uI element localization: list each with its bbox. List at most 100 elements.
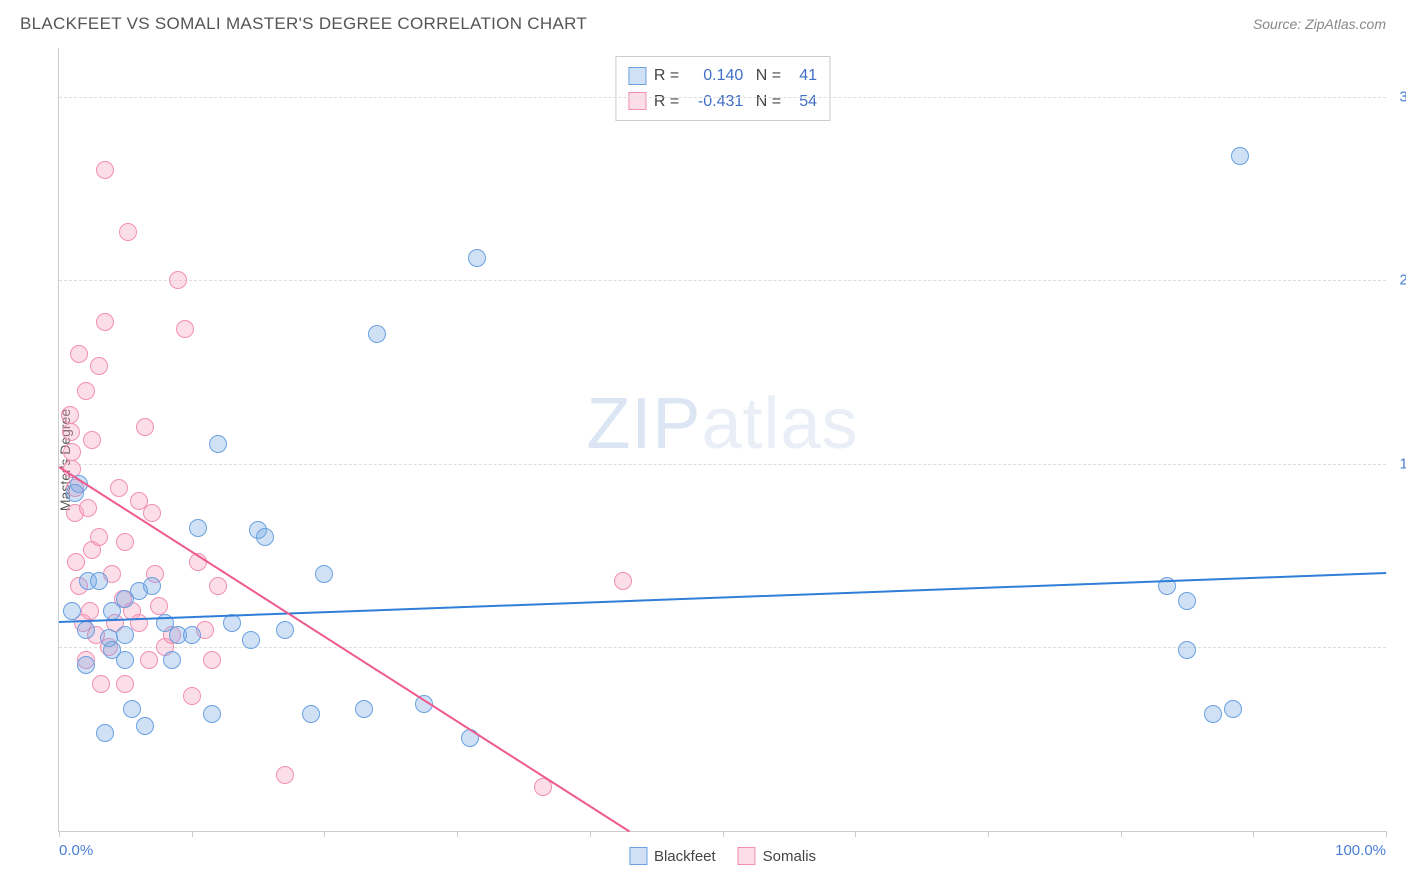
point-somalis (150, 597, 168, 615)
point-blackfeet (77, 656, 95, 674)
swatch-blackfeet (628, 67, 646, 85)
stat-label-r: R = (654, 63, 679, 89)
point-somalis (79, 499, 97, 517)
x-tick (1121, 831, 1122, 837)
point-somalis (119, 223, 137, 241)
watermark: ZIPatlas (586, 383, 858, 465)
point-somalis (81, 602, 99, 620)
plot-area: ZIPatlas R = 0.140 N = 41 R = -0.431 N =… (58, 48, 1386, 832)
point-blackfeet (77, 621, 95, 639)
stat-n-blackfeet: 41 (789, 63, 817, 89)
point-somalis (110, 479, 128, 497)
chart-container: Master's Degree ZIPatlas R = 0.140 N = 4… (20, 48, 1386, 872)
y-tick-label: 15.0% (1390, 455, 1406, 472)
point-blackfeet (1178, 641, 1196, 659)
point-somalis (90, 528, 108, 546)
stat-label-n: N = (751, 89, 781, 115)
x-tick (590, 831, 591, 837)
point-somalis (116, 533, 134, 551)
gridline-h (59, 97, 1386, 98)
swatch-somalis (628, 92, 646, 110)
point-somalis (169, 271, 187, 289)
x-tick-max: 100.0% (1335, 842, 1386, 859)
point-somalis (209, 577, 227, 595)
legend-label-blackfeet: Blackfeet (654, 848, 716, 865)
stat-n-somalis: 54 (789, 89, 817, 115)
x-tick (59, 831, 60, 837)
point-blackfeet (203, 705, 221, 723)
point-blackfeet (189, 519, 207, 537)
point-somalis (276, 766, 294, 784)
legend-label-somalis: Somalis (763, 848, 816, 865)
point-somalis (136, 418, 154, 436)
point-blackfeet (1178, 592, 1196, 610)
x-tick (192, 831, 193, 837)
point-somalis (67, 553, 85, 571)
point-blackfeet (355, 700, 373, 718)
point-blackfeet (368, 325, 386, 343)
point-somalis (70, 345, 88, 363)
point-blackfeet (315, 565, 333, 583)
point-blackfeet (116, 626, 134, 644)
legend: Blackfeet Somalis (629, 847, 816, 865)
header: BLACKFEET VS SOMALI MASTER'S DEGREE CORR… (0, 0, 1406, 44)
point-blackfeet (1231, 147, 1249, 165)
point-somalis (63, 443, 81, 461)
x-tick-min: 0.0% (59, 842, 93, 859)
source-attribution: Source: ZipAtlas.com (1253, 16, 1386, 32)
point-blackfeet (256, 528, 274, 546)
point-blackfeet (116, 651, 134, 669)
point-somalis (83, 431, 101, 449)
stat-r-blackfeet: 0.140 (687, 63, 743, 89)
legend-item-somalis: Somalis (738, 847, 816, 865)
point-blackfeet (242, 631, 260, 649)
stats-box: R = 0.140 N = 41 R = -0.431 N = 54 (615, 56, 830, 121)
x-tick (1253, 831, 1254, 837)
point-blackfeet (90, 572, 108, 590)
legend-swatch-blackfeet (629, 847, 647, 865)
point-blackfeet (183, 626, 201, 644)
y-tick-label: 7.5% (1390, 639, 1406, 656)
chart-title: BLACKFEET VS SOMALI MASTER'S DEGREE CORR… (20, 14, 587, 34)
point-somalis (176, 320, 194, 338)
point-somalis (62, 423, 80, 441)
legend-item-blackfeet: Blackfeet (629, 847, 716, 865)
point-somalis (77, 382, 95, 400)
point-blackfeet (163, 651, 181, 669)
x-tick (855, 831, 856, 837)
stats-row-somalis: R = -0.431 N = 54 (628, 89, 817, 115)
point-blackfeet (96, 724, 114, 742)
point-somalis (90, 357, 108, 375)
point-blackfeet (63, 602, 81, 620)
point-somalis (614, 572, 632, 590)
point-somalis (96, 313, 114, 331)
point-somalis (116, 675, 134, 693)
x-tick (324, 831, 325, 837)
y-tick-label: 30.0% (1390, 88, 1406, 105)
point-blackfeet (468, 249, 486, 267)
x-tick (723, 831, 724, 837)
x-tick (1386, 831, 1387, 837)
stat-label-n: N = (751, 63, 781, 89)
point-blackfeet (302, 705, 320, 723)
point-blackfeet (66, 484, 84, 502)
point-somalis (92, 675, 110, 693)
point-blackfeet (136, 717, 154, 735)
point-somalis (61, 406, 79, 424)
point-blackfeet (123, 700, 141, 718)
x-tick (457, 831, 458, 837)
point-somalis (203, 651, 221, 669)
point-blackfeet (1204, 705, 1222, 723)
point-blackfeet (209, 435, 227, 453)
point-somalis (140, 651, 158, 669)
y-tick-label: 22.5% (1390, 272, 1406, 289)
stat-label-r: R = (654, 89, 679, 115)
gridline-h (59, 280, 1386, 281)
trendline-somalis (58, 467, 630, 833)
point-somalis (183, 687, 201, 705)
stats-row-blackfeet: R = 0.140 N = 41 (628, 63, 817, 89)
stat-r-somalis: -0.431 (687, 89, 743, 115)
point-somalis (143, 504, 161, 522)
point-somalis (96, 161, 114, 179)
point-blackfeet (1224, 700, 1242, 718)
